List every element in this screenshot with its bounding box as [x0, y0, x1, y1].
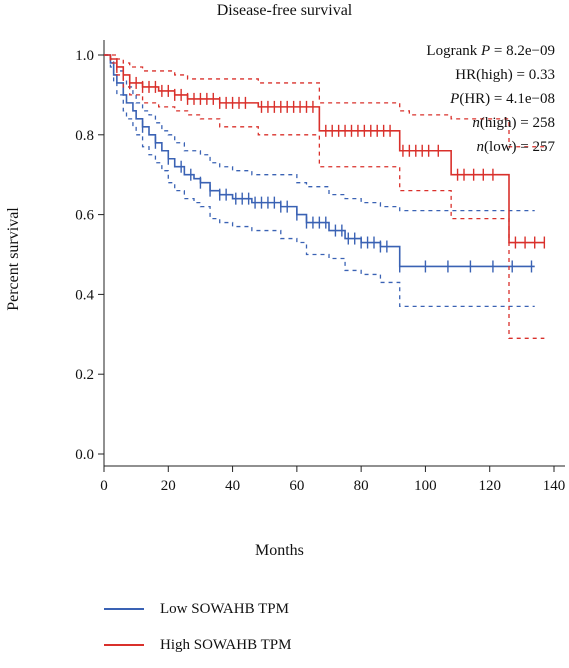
p-hr-annotation: P(HR) = 4.1e−08 [449, 91, 555, 107]
x-tick-label: 100 [414, 478, 437, 494]
ci-upper-low [104, 54, 535, 212]
annotation-layer: Logrank P = 8.2e−09 HR(high) = 0.33 P(HR) … [426, 43, 555, 155]
legend-label-high: High SOWAHB TPM [160, 636, 292, 653]
legend-swatch-high [104, 644, 144, 646]
y-tick-label: 1.0 [75, 48, 94, 64]
x-tick-label: 40 [225, 478, 240, 494]
legend-label-low: Low SOWAHB TPM [160, 600, 289, 617]
hr-annotation: HR(high) = 0.33 [455, 67, 555, 83]
y-tick-label: 0.8 [75, 128, 94, 144]
survival-line-low [104, 54, 535, 268]
x-tick-label: 60 [289, 478, 304, 494]
legend: Low SOWAHB TPM High SOWAHB TPM [104, 596, 291, 668]
x-tick-label: 140 [543, 478, 566, 494]
y-tick-label: 0.0 [75, 447, 94, 463]
y-tick-label: 0.4 [75, 287, 94, 303]
x-tick-label: 0 [100, 478, 108, 494]
x-axis-label: Months [255, 542, 304, 559]
n-high-annotation: n(high) = 258 [472, 115, 555, 131]
legend-swatch-low [104, 608, 144, 610]
x-tick-label: 120 [478, 478, 501, 494]
ci-lower-low [104, 54, 535, 308]
chart-title: Disease-free survival [216, 2, 353, 19]
y-tick-label: 0.6 [75, 208, 94, 224]
logrank-annotation: Logrank P = 8.2e−09 [426, 43, 555, 59]
series-layer [104, 54, 546, 339]
n-low-annotation: n(low) = 257 [477, 139, 556, 155]
x-tick-label: 80 [354, 478, 369, 494]
ci-upper-high [104, 54, 545, 148]
axes: 0.0 0.2 0.4 0.6 0.8 1.0 0 20 40 60 80 100 120 140 [75, 40, 565, 494]
legend-item-high: High SOWAHB TPM [104, 632, 291, 658]
x-tick-label: 20 [161, 478, 176, 494]
legend-item-low: Low SOWAHB TPM [104, 596, 291, 622]
y-tick-label: 0.2 [75, 367, 94, 383]
